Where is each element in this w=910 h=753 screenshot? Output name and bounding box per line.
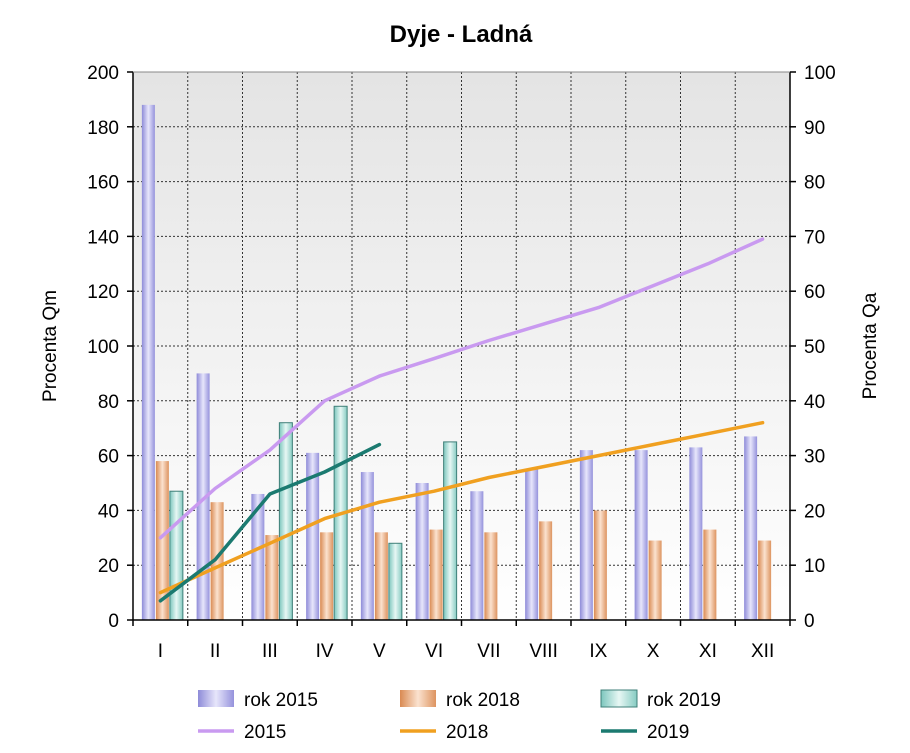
bar-rok-2018-VIII [539, 521, 553, 620]
x-tick-label-XII: XII [751, 641, 774, 662]
bar-rok-2015-VI [415, 483, 429, 620]
bar-rok-2015-I [141, 104, 155, 620]
bar-rok-2015-XII [744, 436, 758, 620]
line-2015 [158, 237, 765, 540]
y2-tick-label: 10 [804, 556, 825, 577]
y2-tick-label: 20 [804, 501, 825, 522]
legend-label-2019: 2019 [647, 722, 689, 743]
x-tick-label-II: II [210, 641, 221, 662]
x-tick-label-X: X [647, 641, 660, 662]
x-tick-label-XI: XI [699, 641, 717, 662]
bar-rok-2018-VII [484, 532, 498, 620]
y2-tick-label: 30 [804, 447, 825, 468]
y-tick-label: 80 [98, 392, 119, 413]
y-tick-label: 40 [98, 501, 119, 522]
bar-rok-2018-X [648, 540, 662, 620]
x-tick-label-III: III [262, 641, 278, 662]
y2-tick-label: 100 [804, 63, 836, 84]
line-2019 [158, 442, 382, 603]
y2-tick-label: 0 [804, 611, 815, 632]
legend-swatch-rok-2019 [600, 689, 638, 708]
y-tick-label: 120 [87, 282, 119, 303]
bar-rok-2015-III [251, 493, 265, 620]
line-2018 [158, 420, 765, 595]
x-tick-label-IX: IX [589, 641, 607, 662]
bar-rok-2015-V [360, 472, 374, 620]
legend-label-rok-2019: rok 2019 [647, 690, 721, 711]
x-tick-label-I: I [158, 641, 163, 662]
bar-rok-2015-X [634, 450, 648, 620]
bars [141, 104, 772, 621]
bar-rok-2018-II [210, 502, 224, 620]
bar-rok-2018-III [265, 535, 279, 620]
y-tick-label: 180 [87, 118, 119, 139]
bar-rok-2015-XI [689, 447, 703, 620]
y-tick-label: 100 [87, 337, 119, 358]
axes [127, 71, 796, 626]
y2-tick-label: 80 [804, 173, 825, 194]
y2-tick-label: 90 [804, 118, 825, 139]
legend: rok 2015 rok 2018 rok 2019 2015 2018 2019 [198, 689, 721, 743]
y-tick-label: 140 [87, 227, 119, 248]
legend-label-rok-2015: rok 2015 [244, 690, 318, 711]
chart-title: Dyje - Ladná [390, 21, 533, 48]
bar-rok-2019-V [388, 542, 403, 621]
bar-rok-2019-VI [443, 441, 458, 621]
x-tick-label-IV: IV [316, 641, 334, 662]
bar-rok-2015-IX [579, 450, 593, 620]
gridlines [133, 71, 790, 620]
x-tick-label-VII: VII [477, 641, 500, 662]
bar-rok-2019-III [278, 422, 293, 621]
tick-labels: 0 20 40 60 80 100 120 140 160 180 200 0 10 20 30 40 50 60… [87, 63, 835, 662]
bar-rok-2015-IV [306, 452, 320, 620]
y2-tick-label: 70 [804, 227, 825, 248]
legend-swatch-rok-2015 [198, 690, 234, 707]
legend-label-2015: 2015 [244, 722, 286, 743]
bar-rok-2018-IX [593, 510, 607, 620]
bar-rok-2015-VII [470, 491, 484, 620]
y2-tick-label: 40 [804, 392, 825, 413]
y2-axis-title: Procenta Qa [860, 292, 881, 399]
y-axis-title: Procenta Qm [40, 290, 61, 402]
bar-rok-2018-I [155, 461, 169, 620]
legend-label-rok-2018: rok 2018 [446, 690, 520, 711]
y2-tick-label: 60 [804, 282, 825, 303]
y-tick-label: 20 [98, 556, 119, 577]
legend-label-2018: 2018 [446, 722, 488, 743]
x-tick-label-V: V [373, 641, 386, 662]
y-tick-label: 160 [87, 173, 119, 194]
bar-rok-2018-V [374, 532, 388, 620]
legend-swatch-rok-2018 [400, 690, 436, 707]
y-tick-label: 200 [87, 63, 119, 84]
bar-rok-2015-VIII [525, 469, 539, 620]
bar-rok-2018-IV [320, 532, 334, 620]
y-tick-label: 0 [108, 611, 119, 632]
bar-rok-2018-XII [758, 540, 772, 620]
x-tick-label-VI: VI [425, 641, 443, 662]
bar-rok-2019-I [169, 490, 184, 621]
y2-tick-label: 50 [804, 337, 825, 358]
y-tick-label: 60 [98, 447, 119, 468]
bar-rok-2018-VI [429, 529, 443, 620]
x-tick-label-VIII: VIII [529, 641, 558, 662]
bar-rok-2015-II [196, 373, 210, 620]
bar-rok-2018-XI [703, 529, 717, 620]
lines [158, 237, 765, 603]
